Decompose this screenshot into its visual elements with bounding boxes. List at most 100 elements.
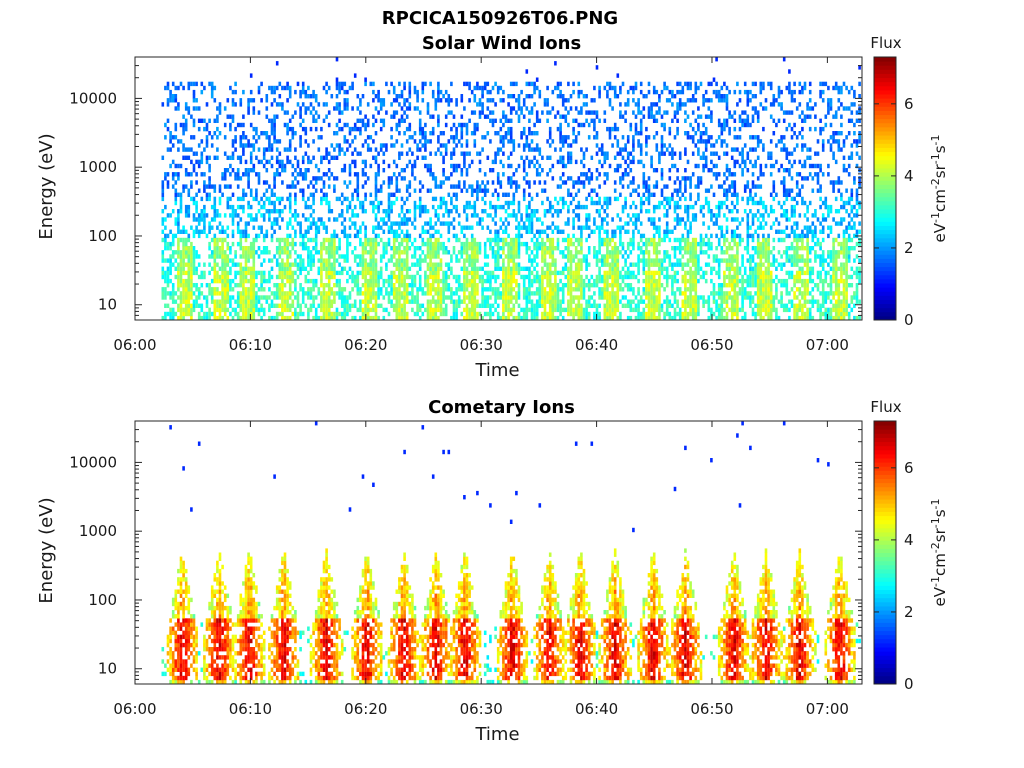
heatmap-cell — [192, 163, 196, 169]
heatmap-cell — [190, 295, 193, 300]
heatmap-cell — [299, 262, 302, 267]
heatmap-cell — [408, 106, 412, 111]
heatmap-cell — [509, 213, 513, 218]
heatmap-cell — [465, 237, 469, 243]
heatmap-cell — [361, 204, 365, 210]
heatmap-cell — [429, 246, 432, 251]
heatmap-cell — [426, 266, 430, 271]
heatmap-cell — [595, 151, 599, 156]
heatmap-cell — [439, 291, 443, 296]
heatmap-cell — [574, 159, 578, 165]
heatmap-cell — [179, 274, 183, 280]
heatmap-cell — [530, 139, 534, 144]
heatmap-cell — [366, 291, 370, 296]
heatmap-cell — [465, 307, 469, 313]
heatmap-cell — [252, 287, 256, 292]
heatmap-cell — [611, 229, 614, 234]
heatmap-cell — [642, 233, 646, 239]
heatmap-cell — [239, 270, 243, 276]
heatmap-cell — [639, 250, 643, 255]
heatmap-cell — [424, 270, 427, 276]
heatmap-cell — [314, 250, 318, 255]
heatmap-cell — [252, 163, 256, 169]
heatmap-cell — [486, 270, 490, 276]
heatmap-cell — [385, 246, 388, 251]
heatmap-cell — [619, 233, 622, 239]
heatmap-cell — [590, 118, 594, 123]
heatmap-cell — [528, 307, 531, 313]
heatmap-cell — [515, 225, 518, 230]
heatmap-cell — [229, 196, 232, 202]
heatmap-cell — [522, 163, 526, 169]
heatmap-cell — [291, 262, 295, 267]
heatmap-cell — [231, 278, 235, 284]
heatmap-cell — [465, 200, 469, 206]
heatmap-cell — [385, 287, 388, 292]
heatmap-cell — [291, 184, 295, 189]
heatmap-cell — [275, 295, 279, 300]
heatmap-cell — [437, 291, 440, 296]
heatmap-cell — [645, 188, 648, 193]
heatmap-cell — [249, 143, 253, 148]
heatmap-cell — [346, 204, 349, 210]
heatmap-cell — [476, 315, 479, 321]
heatmap-cell — [372, 246, 375, 251]
heatmap-cell — [424, 221, 427, 226]
heatmap-cell — [187, 204, 191, 210]
heatmap-cell — [177, 254, 180, 259]
heatmap-cell — [533, 246, 536, 251]
heatmap-cell — [665, 270, 669, 276]
heatmap-cell — [442, 246, 445, 251]
heatmap-cell — [546, 315, 549, 321]
heatmap-cell — [413, 204, 417, 210]
heatmap-cell — [452, 311, 456, 317]
heatmap-cell — [652, 225, 656, 230]
heatmap-cell — [192, 266, 196, 271]
heatmap-cell — [299, 122, 302, 128]
heatmap-cell — [608, 254, 612, 259]
heatmap-cell — [530, 270, 534, 276]
heatmap-cell — [379, 106, 383, 111]
heatmap-cell — [520, 213, 523, 218]
heatmap-cell — [491, 246, 495, 251]
heatmap-cell — [426, 311, 430, 317]
heatmap-cell — [574, 204, 578, 210]
heatmap-cell — [494, 213, 497, 218]
heatmap-cell — [481, 295, 484, 300]
heatmap-cell — [257, 172, 261, 177]
heatmap-cell — [398, 122, 401, 128]
heatmap-cell — [364, 229, 367, 234]
heatmap-cell — [538, 118, 542, 123]
heatmap-cell — [307, 85, 310, 91]
heatmap-cell — [265, 98, 269, 103]
heatmap-cell — [559, 139, 562, 144]
heatmap-cell — [574, 311, 578, 317]
heatmap-cell — [343, 81, 347, 87]
heatmap-cell — [496, 172, 500, 177]
heatmap-cell — [359, 262, 362, 267]
heatmap-cell — [299, 307, 302, 313]
heatmap-cell — [249, 311, 253, 317]
heatmap-cell — [203, 204, 206, 210]
heatmap-cell — [582, 311, 586, 317]
heatmap-cell — [333, 176, 336, 181]
heatmap-cell — [429, 233, 432, 239]
heatmap-cell — [364, 270, 367, 276]
heatmap-cell — [639, 315, 643, 321]
heatmap-cell — [223, 229, 227, 234]
heatmap-cell — [457, 274, 461, 280]
heatmap-cell — [304, 278, 308, 284]
heatmap-cell — [299, 168, 302, 173]
heatmap-cell — [356, 184, 360, 189]
heatmap-cell — [551, 303, 555, 308]
heatmap-cell — [213, 98, 217, 103]
heatmap-cell — [473, 143, 477, 148]
heatmap-cell — [255, 233, 258, 239]
heatmap-cell — [512, 287, 516, 292]
heatmap-cell — [327, 311, 331, 317]
heatmap-cell — [634, 188, 638, 193]
heatmap-cell — [374, 278, 378, 284]
heatmap-cell — [177, 192, 180, 197]
heatmap-cell — [645, 94, 648, 99]
heatmap-cell — [390, 114, 393, 119]
